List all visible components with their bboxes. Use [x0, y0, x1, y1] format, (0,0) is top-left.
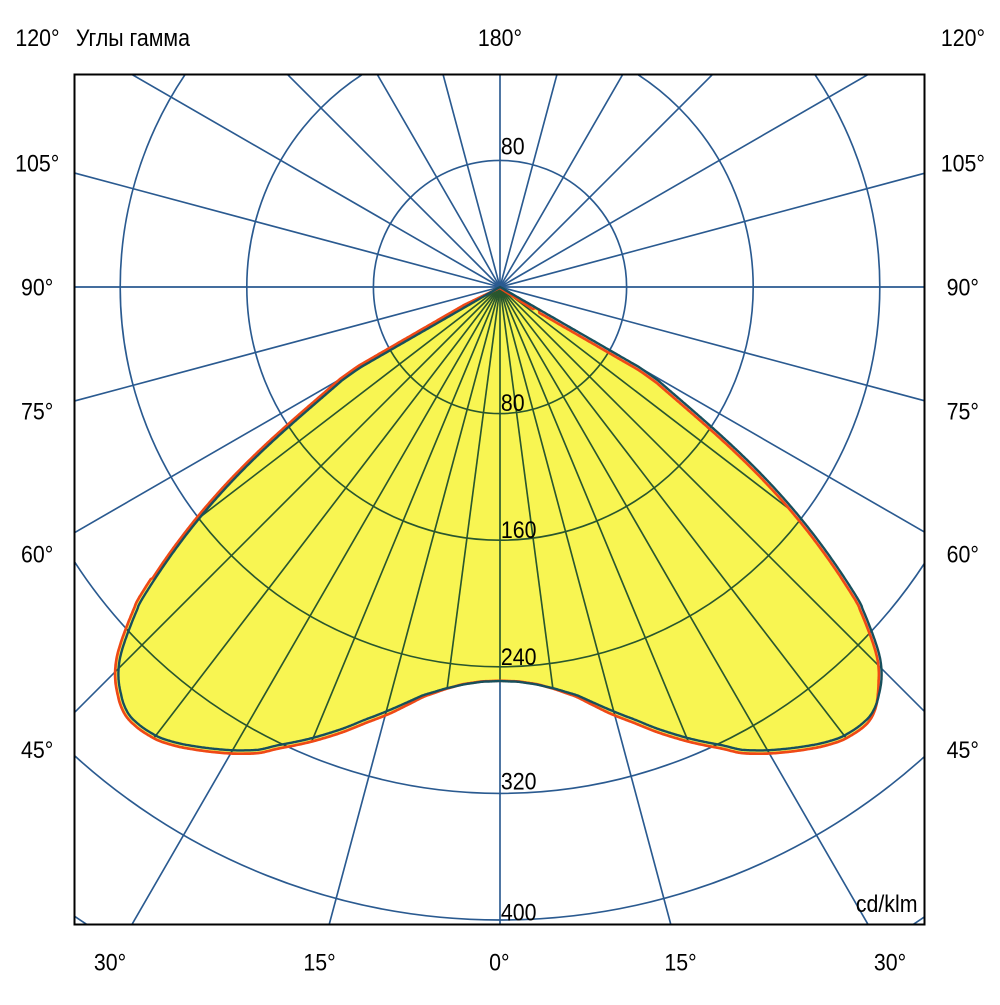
svg-text:30°: 30°: [874, 948, 906, 975]
svg-text:cd/klm: cd/klm: [856, 890, 918, 917]
svg-text:180°: 180°: [478, 24, 522, 51]
svg-text:105°: 105°: [15, 149, 59, 176]
svg-text:90°: 90°: [947, 273, 979, 300]
svg-text:400: 400: [501, 898, 537, 925]
svg-text:75°: 75°: [947, 397, 979, 424]
svg-text:240: 240: [501, 643, 537, 670]
svg-text:30°: 30°: [94, 948, 126, 975]
svg-text:80: 80: [501, 132, 525, 159]
svg-text:15°: 15°: [664, 948, 696, 975]
svg-text:15°: 15°: [303, 948, 335, 975]
svg-text:Углы гамма: Углы гамма: [76, 24, 190, 51]
svg-text:0°: 0°: [489, 948, 509, 975]
svg-text:120°: 120°: [941, 24, 985, 51]
svg-text:45°: 45°: [947, 736, 979, 763]
svg-text:80: 80: [501, 389, 525, 416]
svg-text:120°: 120°: [15, 24, 59, 51]
svg-text:105°: 105°: [941, 149, 985, 176]
svg-text:75°: 75°: [21, 397, 53, 424]
svg-text:320: 320: [501, 767, 537, 794]
svg-text:90°: 90°: [21, 273, 53, 300]
svg-text:60°: 60°: [21, 540, 53, 567]
svg-text:160: 160: [501, 516, 537, 543]
svg-text:45°: 45°: [21, 736, 53, 763]
svg-text:60°: 60°: [947, 540, 979, 567]
